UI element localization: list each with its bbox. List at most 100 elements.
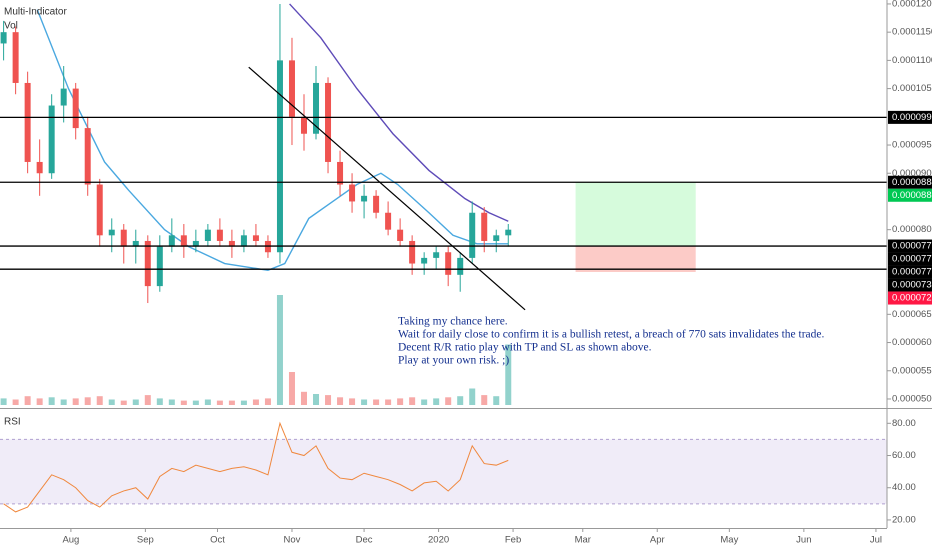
candle-body: [180, 235, 187, 247]
candle-body: [60, 88, 67, 106]
candle-body: [325, 82, 332, 162]
candle-body: [433, 252, 440, 258]
price-pane: [0, 3, 887, 405]
candle-body: [445, 252, 452, 275]
x-tick-label: Mar: [575, 535, 591, 546]
candle-body: [276, 60, 283, 253]
candle-body: [457, 257, 464, 275]
candle-body: [72, 88, 79, 129]
candle-body: [156, 246, 163, 287]
stop-loss-zone: [575, 246, 696, 272]
volume-bar: [313, 394, 320, 405]
annotation-line: Taking my chance here.: [398, 316, 508, 328]
candle-body: [36, 161, 43, 174]
y-tick-label: 0.0001100: [892, 55, 932, 66]
x-tick-label: Feb: [505, 535, 521, 546]
rsi-tick-label: 20.00: [892, 514, 916, 525]
candle-body: [48, 105, 55, 174]
candle-body: [228, 240, 235, 247]
volume-bar: [48, 397, 55, 405]
y-tick-label: 0.0000500: [892, 393, 932, 404]
candle-body: [505, 229, 512, 236]
candle-body: [204, 229, 211, 241]
price-badge: [888, 252, 932, 266]
price-badge: [888, 278, 932, 292]
take-profit-zone: [575, 182, 696, 247]
volume-bar: [385, 399, 392, 405]
volume-bar: [108, 399, 115, 405]
price-badge: [888, 110, 932, 124]
volume-bar: [72, 398, 79, 405]
volume-bar: [252, 399, 259, 405]
volume-bar: [397, 398, 404, 405]
candle-body: [252, 235, 259, 241]
x-tick-label: Dec: [356, 535, 373, 546]
x-tick-label: Jul: [870, 535, 882, 546]
price-badge: [888, 239, 932, 253]
rsi-label: RSI: [4, 417, 21, 428]
x-tick-label: May: [720, 535, 738, 546]
candle-body: [313, 82, 320, 134]
price-badge-label: 0.0000771: [892, 241, 932, 252]
candle-body: [397, 229, 404, 241]
price-badge-label: 0.0000771: [892, 267, 932, 278]
moving-average: [36, 9, 509, 272]
volume-bar: [421, 399, 428, 405]
volume-bar: [469, 388, 476, 405]
volume-bar: [120, 400, 127, 405]
volume-bar: [36, 398, 43, 405]
price-badge-label: 0.0000725: [892, 293, 932, 304]
candle-body: [120, 229, 127, 247]
volume-label: Vol: [4, 21, 18, 32]
volume-bar: [337, 397, 344, 405]
volume-bar: [445, 397, 452, 405]
candle-body: [96, 184, 103, 236]
price-badge-label: 0.0000999: [892, 112, 932, 123]
volume-bar: [180, 400, 187, 405]
candle-body: [361, 195, 368, 202]
volume-bar: [288, 372, 295, 405]
candle-body: [0, 32, 7, 44]
price-badge: [888, 291, 932, 305]
candle-body: [216, 229, 223, 241]
rsi-tick-label: 80.00: [892, 418, 916, 429]
candle-body: [349, 184, 356, 202]
volume-bar: [493, 396, 500, 405]
x-tick-label: Oct: [210, 535, 225, 546]
rsi-tick-label: 60.00: [892, 450, 916, 461]
volume-bar: [349, 398, 356, 405]
volume-bar: [132, 399, 139, 405]
volume-bar: [433, 398, 440, 405]
annotation-line: Wait for daily close to confirm it is a …: [398, 329, 824, 341]
rsi-pane: [0, 421, 887, 513]
x-tick-label: Jun: [796, 535, 811, 546]
candle-body: [481, 212, 488, 241]
volume-bar: [204, 399, 211, 405]
volume-bar: [24, 396, 31, 405]
volume-bar: [12, 399, 19, 405]
x-tick-label: 2020: [428, 535, 449, 546]
volume-bar: [373, 399, 380, 405]
rsi-band: [0, 439, 887, 504]
trendline: [248, 66, 526, 311]
annotation-line: Decent R/R ratio play with TP and SL as …: [398, 342, 652, 354]
volume-bar: [228, 400, 235, 405]
rsi-tick-label: 40.00: [892, 482, 916, 493]
candle-body: [288, 60, 295, 117]
volume-bar: [409, 397, 416, 405]
candle-body: [144, 240, 151, 287]
volume-bar: [264, 398, 271, 405]
volume-bar: [457, 396, 464, 405]
volume-bar: [0, 398, 7, 405]
volume-bar: [96, 396, 103, 405]
candle-body: [108, 229, 115, 236]
x-tick-label: Apr: [650, 535, 665, 546]
volume-bar: [60, 399, 67, 405]
